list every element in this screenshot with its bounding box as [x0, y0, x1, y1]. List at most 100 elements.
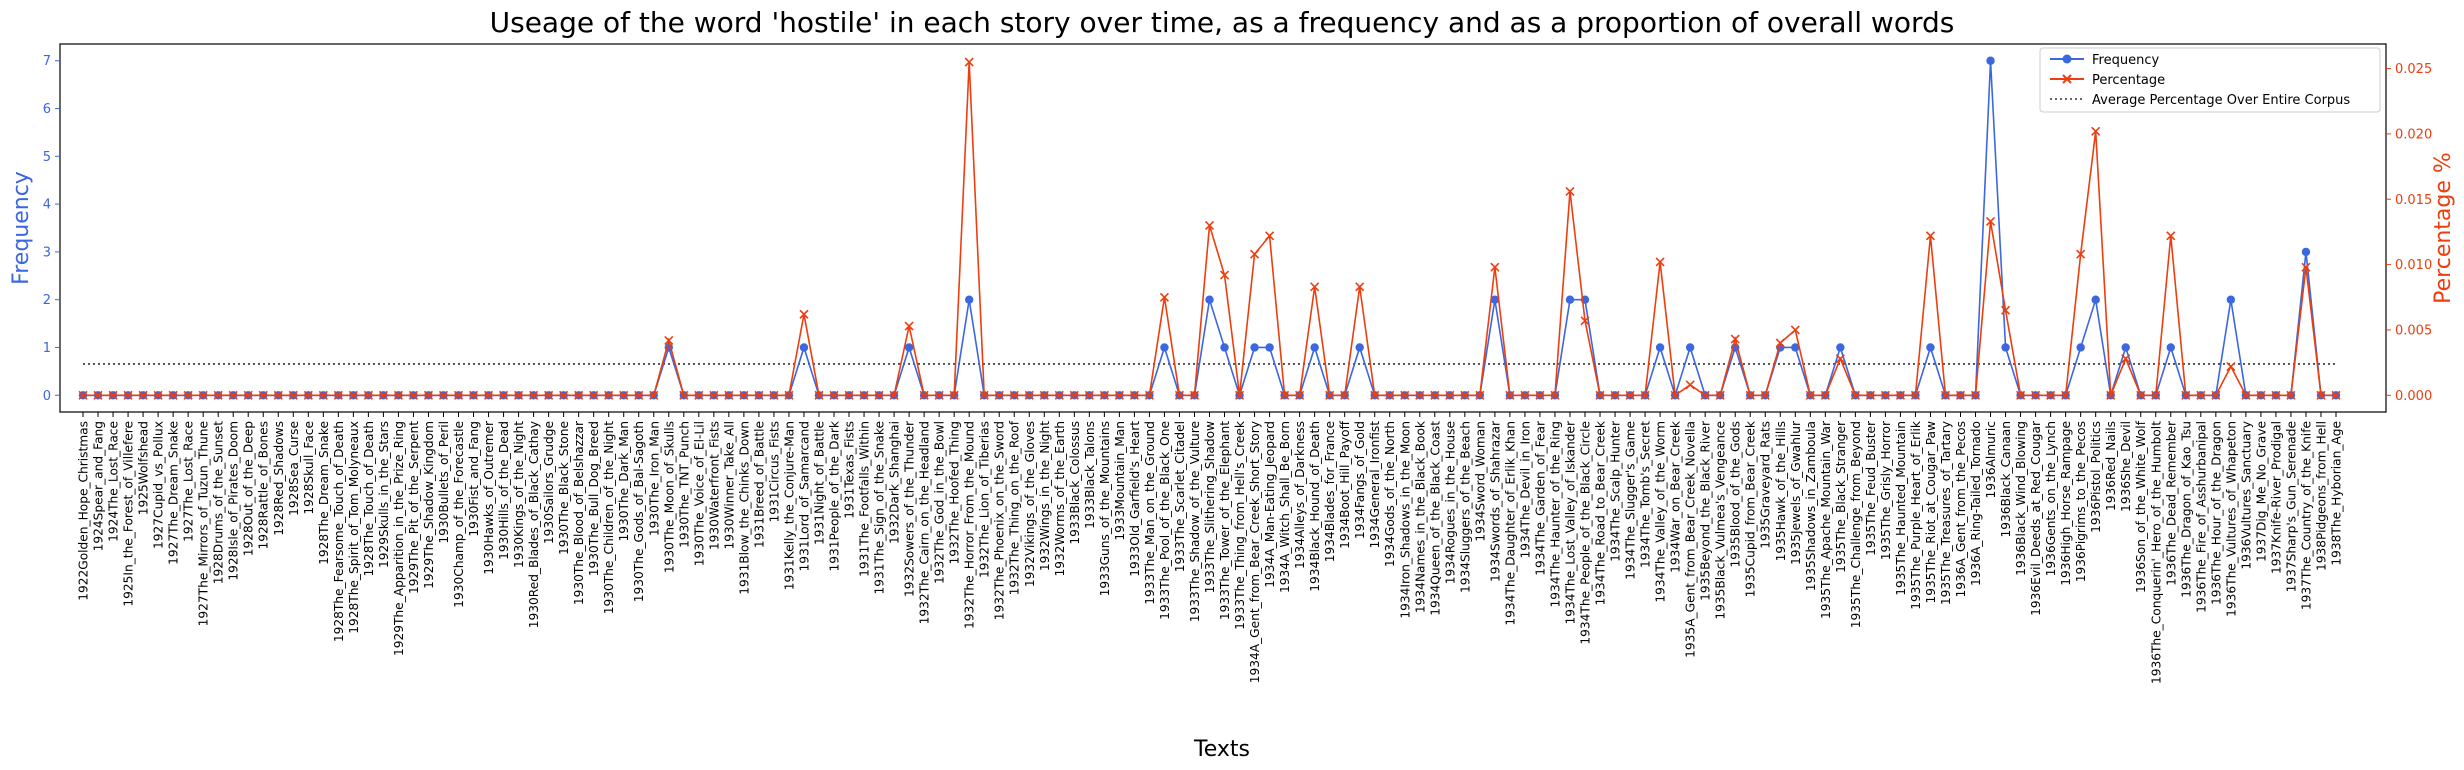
x-tick-label: 1936The_Conquerin'_Hero_of_the_Humbolt	[2149, 421, 2163, 684]
percentage-point	[1430, 390, 1440, 400]
x-tick-label: 1931The_Footfalls_Within	[858, 421, 872, 577]
x-tick-label: 1937The_Country_of_the_Knife	[2299, 421, 2313, 610]
percentage-point	[1340, 390, 1350, 400]
x-tick-label: 1934Fangs_of_Gold	[1353, 421, 1367, 539]
percentage-point	[138, 390, 148, 400]
x-tick-label: 1932The_Thing_on_the_Roof	[1008, 420, 1022, 595]
percentage-point	[934, 390, 944, 400]
percentage-point	[2121, 354, 2131, 364]
frequency-point	[1160, 343, 1169, 352]
x-tick-label: 1933Old_Garfield's_Heart	[1128, 421, 1142, 577]
percentage-point	[333, 390, 343, 400]
x-tick-label: 1935The_Challenge_from_Beyond	[1849, 421, 1863, 628]
x-tick-label: 1936The_Fire_of_Asshurbanipal	[2194, 421, 2208, 613]
x-tick-label: 1931Kelly_the_Conjure-Man	[782, 421, 796, 590]
percentage-point	[1129, 390, 1139, 400]
x-tick-label: 1933Black_Talons	[1083, 421, 1097, 529]
x-tick-label: 1931Night_of_Battle	[812, 421, 826, 545]
percentage-point	[1595, 390, 1605, 400]
percentage-point	[1955, 390, 1966, 400]
percentage-point	[1234, 390, 1245, 400]
percentage-point	[273, 390, 283, 400]
x-tick-label: 1928The_Dream_Snake	[317, 421, 331, 565]
x-tick-label: 1930The_Dark_Man	[617, 421, 631, 542]
x-tick-label: 1930Red_Blades_of_Black_Cathay	[527, 421, 541, 628]
percentage-point	[529, 390, 539, 400]
x-tick-label: 1928Skull_Face	[302, 421, 316, 515]
percentage-point	[1460, 390, 1470, 400]
x-tick-label: 1924The_Lost_Race	[107, 421, 121, 542]
x-tick-label: 1935Cupid_from_Bear_Creek	[1744, 420, 1758, 597]
x-tick-label: 1929The_Apparition_in_the_Prize_Ring	[392, 421, 406, 656]
x-tick-label: 1934War_on_Bear_Creek	[1669, 420, 1683, 573]
frequency-point	[1791, 343, 1800, 352]
x-tick-label: 1933The_Scarlet_Citadel	[1173, 421, 1187, 572]
right-tick-label: 0.000	[2395, 389, 2432, 404]
x-tick-label: 1935Hawk_of_the_Hills	[1774, 421, 1788, 561]
percentage-point	[559, 390, 569, 400]
percentage-point	[904, 321, 914, 331]
x-tick-label: 1938The_Hyborian_Age	[2330, 421, 2344, 566]
x-tick-label: 1935Graveyard_Rats	[1759, 421, 1773, 549]
x-tick-label: 1932Worms_of_the_Earth	[1053, 421, 1067, 577]
y-axis-label-left: Frequency	[9, 171, 34, 285]
x-tick-label: 1935The_Apache_Mountain_War	[1819, 420, 1833, 619]
percentage-point	[1685, 380, 1695, 390]
frequency-point	[2166, 343, 2175, 352]
x-tick-label: 1936Pistol_Politics	[2089, 421, 2103, 533]
x-tick-label: 1930The_TNT_Punch	[677, 421, 691, 548]
percentage-point	[574, 390, 584, 400]
x-tick-label: 1938Pidgeons_from_Hell	[2314, 421, 2328, 571]
x-tick-label: 1933Guns_of_the_Mountains	[1098, 421, 1112, 596]
percentage-point	[799, 309, 809, 319]
x-tick-label: 1936High_Horse_Rampage	[2059, 421, 2073, 586]
x-tick-label: 1934General_Ironfist	[1368, 421, 1382, 549]
percentage-point	[2316, 390, 2326, 400]
percentage-point	[1880, 390, 1890, 400]
percentage-point	[363, 390, 373, 400]
percentage-point	[1325, 390, 1335, 400]
frequency-point	[2091, 295, 2100, 304]
percentage-point	[1835, 354, 1845, 364]
percentage-point	[183, 390, 193, 400]
x-tick-label: 1927The_Dream_Snake	[167, 421, 181, 565]
percentage-point	[2166, 231, 2176, 241]
x-tick-label: 1931Texas_Fists	[843, 421, 857, 519]
x-tick-label: 1934The_Scalp_Hunter	[1609, 420, 1623, 562]
percentage-point	[1204, 220, 1215, 230]
x-tick-label: 1928Out_of_the_Deep	[242, 421, 256, 557]
x-tick-label: 1930Kings_of_the_Night	[512, 421, 526, 568]
left-tick-label: 6	[43, 102, 51, 117]
x-tick-label: 1931People_of_the_Dark	[828, 420, 842, 571]
percentage-point	[1535, 390, 1545, 400]
x-tick-label: 1935Shadows_in_Zamboula	[1804, 421, 1818, 591]
left-tick-label: 0	[43, 389, 51, 404]
percentage-point	[1310, 282, 1320, 292]
frequency-point	[799, 343, 809, 352]
percentage-point	[468, 390, 479, 400]
percentage-point	[378, 390, 388, 400]
x-tick-label: 1928The_Spirit_of_Tom_Molyneaux	[347, 421, 361, 634]
percentage-point	[1144, 390, 1154, 400]
percentage-point	[393, 390, 403, 400]
percentage-point	[348, 390, 358, 400]
x-tick-label: 1936The_Vultures_of_Whapeton	[2224, 421, 2238, 617]
frequency-point	[1685, 343, 1695, 352]
x-tick-label: 1932Wings_in_the_Night	[1038, 421, 1052, 571]
percentage-point	[1760, 390, 1770, 400]
right-tick-label: 0.010	[2395, 258, 2432, 273]
x-tick-label: 1930The_Gods_of_Bal-Sagoth	[632, 421, 646, 602]
percentage-point	[1730, 334, 1740, 344]
frequency-point	[2121, 343, 2130, 352]
x-tick-label: 1937Knife-River_Prodigal	[2269, 421, 2283, 574]
percentage-point	[1970, 390, 1981, 400]
percentage-point	[1715, 390, 1725, 400]
percentage-point	[2301, 262, 2311, 272]
x-tick-label: 1934Blades_for_France	[1323, 421, 1337, 562]
percentage-point	[829, 390, 839, 400]
percentage-point	[724, 390, 734, 400]
percentage-point	[1865, 390, 1875, 400]
percentage-point	[438, 390, 449, 400]
percentage-line	[83, 61, 2336, 397]
